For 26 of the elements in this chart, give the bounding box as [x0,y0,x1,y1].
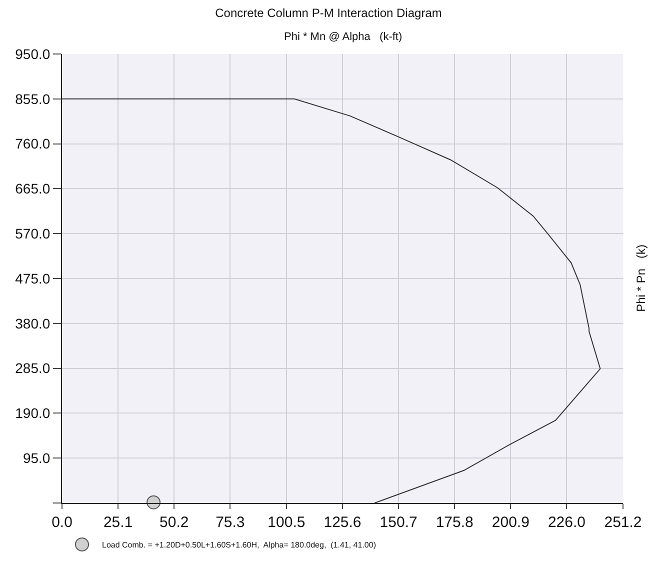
chart-title: Concrete Column P-M Interaction Diagram [215,6,442,20]
y-tick-label: 190.0 [15,405,50,422]
x-tick-label: 125.6 [324,514,362,531]
x-tick-label: 75.3 [216,514,245,531]
y-axis-title: Phi * Pn (k) [634,244,648,312]
legend-label: Load Comb. = +1.20D+0.50L+1.60S+1.60H, Alpha= 180.0deg, (1.41, 41.00) [102,540,376,550]
y-tick-label: 855.0 [15,90,50,107]
y-tick-label: 285.0 [15,360,50,376]
x-tick-label: 25.1 [103,514,133,531]
x-tick-label: 200.9 [492,514,530,531]
y-tick-label: 760.0 [15,136,50,152]
x-tick-label: 150.7 [380,514,418,531]
line-series [62,98,601,503]
x-tick-label: 100.5 [268,514,306,531]
y-tick-label: 475.0 [15,270,50,286]
x-tick-label: 226.0 [548,514,586,531]
x-tick-label: 0.0 [52,514,72,531]
y-tick-label: 570.0 [15,226,50,242]
y-tick-label: 95.0 [22,450,50,466]
x-tick-label: 175.8 [436,514,474,531]
x-axis-title: Phi * Mn @ Alpha (k-ft) [284,31,402,43]
y-tick-label: 950.0 [15,46,50,62]
x-tick-label: 50.2 [160,514,189,531]
y-tick-label: 380.0 [15,315,50,332]
y-tick-label: 665.0 [15,180,50,197]
x-tick-label: 251.2 [604,514,642,531]
